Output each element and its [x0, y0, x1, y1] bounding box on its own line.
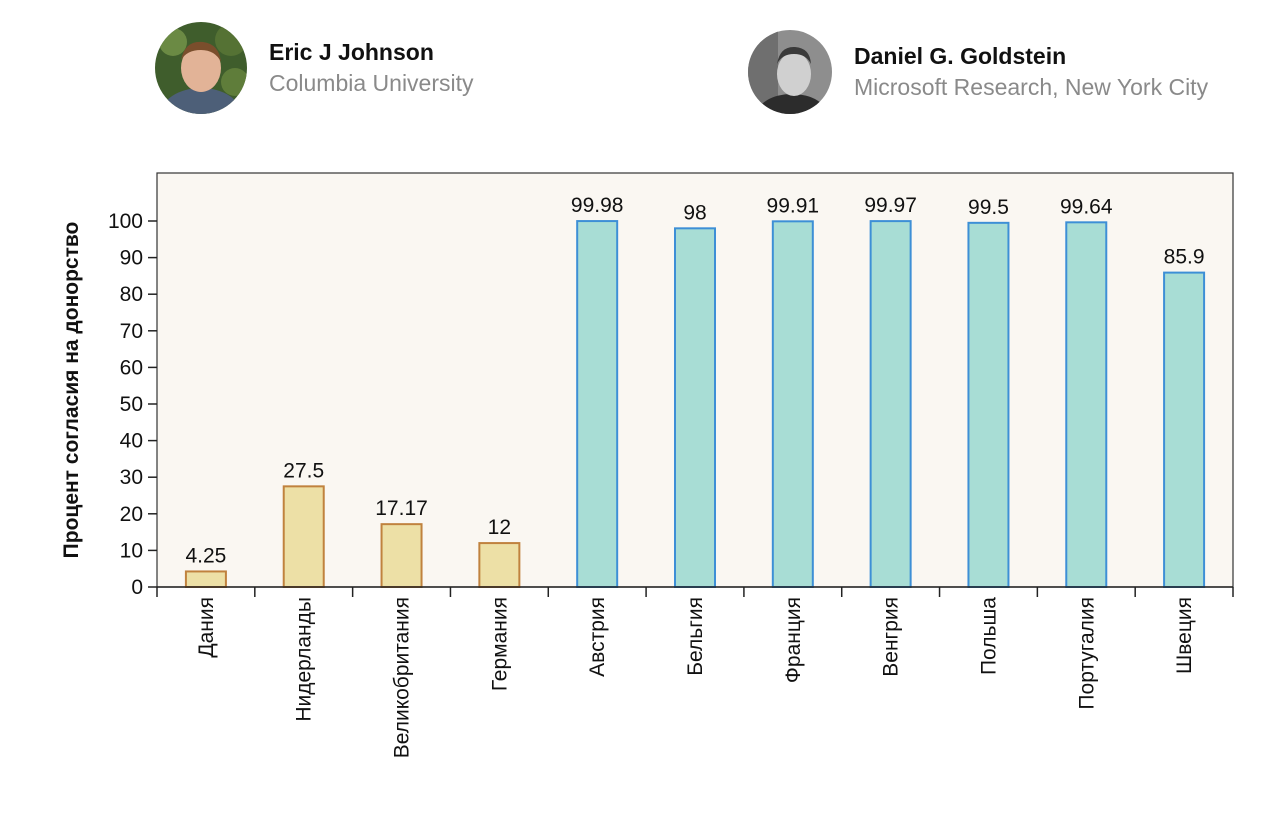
value-label: 98	[683, 201, 706, 224]
y-tick-label: 80	[120, 283, 143, 306]
author-card-johnson: Eric J Johnson Columbia University	[155, 22, 474, 114]
bar-Германия	[478, 542, 521, 589]
value-label: 99.98	[571, 194, 624, 217]
x-tick-label: Дания	[195, 597, 218, 658]
y-tick-label: 10	[120, 539, 143, 562]
x-tick-label: Бельгия	[684, 597, 707, 676]
x-tick-label: Франция	[782, 597, 805, 683]
bar-Дания	[184, 570, 227, 589]
y-tick-label: 50	[120, 393, 143, 416]
value-label: 99.64	[1060, 195, 1113, 218]
y-tick-label: 40	[120, 430, 143, 453]
bar-Нидерланды	[282, 485, 325, 589]
value-label: 4.25	[185, 544, 226, 567]
bar-Польша	[967, 221, 1010, 589]
x-tick-label: Германия	[488, 597, 511, 691]
x-tick-label: Нидерланды	[293, 597, 316, 722]
value-label: 12	[488, 516, 511, 539]
y-tick-label: 90	[120, 247, 143, 270]
bar-Бельгия	[674, 227, 716, 588]
y-tick-label: 60	[120, 356, 143, 379]
x-tick-label: Австрия	[586, 597, 609, 677]
value-label: 99.97	[864, 194, 917, 217]
bar-Швеция	[1163, 271, 1206, 588]
bar-Венгрия	[869, 220, 912, 588]
value-label: 17.17	[375, 497, 428, 520]
author-name: Eric J Johnson	[269, 39, 434, 65]
bar-Австрия	[576, 220, 619, 588]
x-tick-label: Великобритания	[391, 597, 414, 758]
author-affiliation: Columbia University	[269, 70, 474, 96]
x-tick-label: Португалия	[1075, 597, 1098, 710]
x-tick-label: Польша	[977, 597, 1000, 675]
value-label: 99.91	[767, 194, 820, 217]
y-tick-label: 30	[120, 466, 143, 489]
value-label: 27.5	[283, 459, 324, 482]
x-tick-label: Швеция	[1173, 597, 1196, 674]
author-card-goldstein: Daniel G. Goldstein Microsoft Research, …	[748, 30, 1208, 114]
author-affiliation: Microsoft Research, New York City	[854, 74, 1209, 100]
x-tick-label: Венгрия	[880, 597, 903, 677]
value-label: 99.5	[968, 196, 1009, 219]
author-name: Daniel G. Goldstein	[854, 43, 1067, 69]
bar-Франция	[771, 220, 814, 588]
value-label: 85.9	[1164, 246, 1205, 269]
y-tick-label: 0	[131, 576, 143, 599]
y-tick-label: 70	[120, 320, 143, 343]
bar-Великобритания	[380, 523, 423, 588]
y-tick-label: 20	[120, 503, 143, 526]
bar-Португалия	[1065, 221, 1108, 588]
y-tick-label: 100	[108, 210, 143, 233]
y-axis-label: Процент согласия на донорство	[60, 222, 83, 559]
